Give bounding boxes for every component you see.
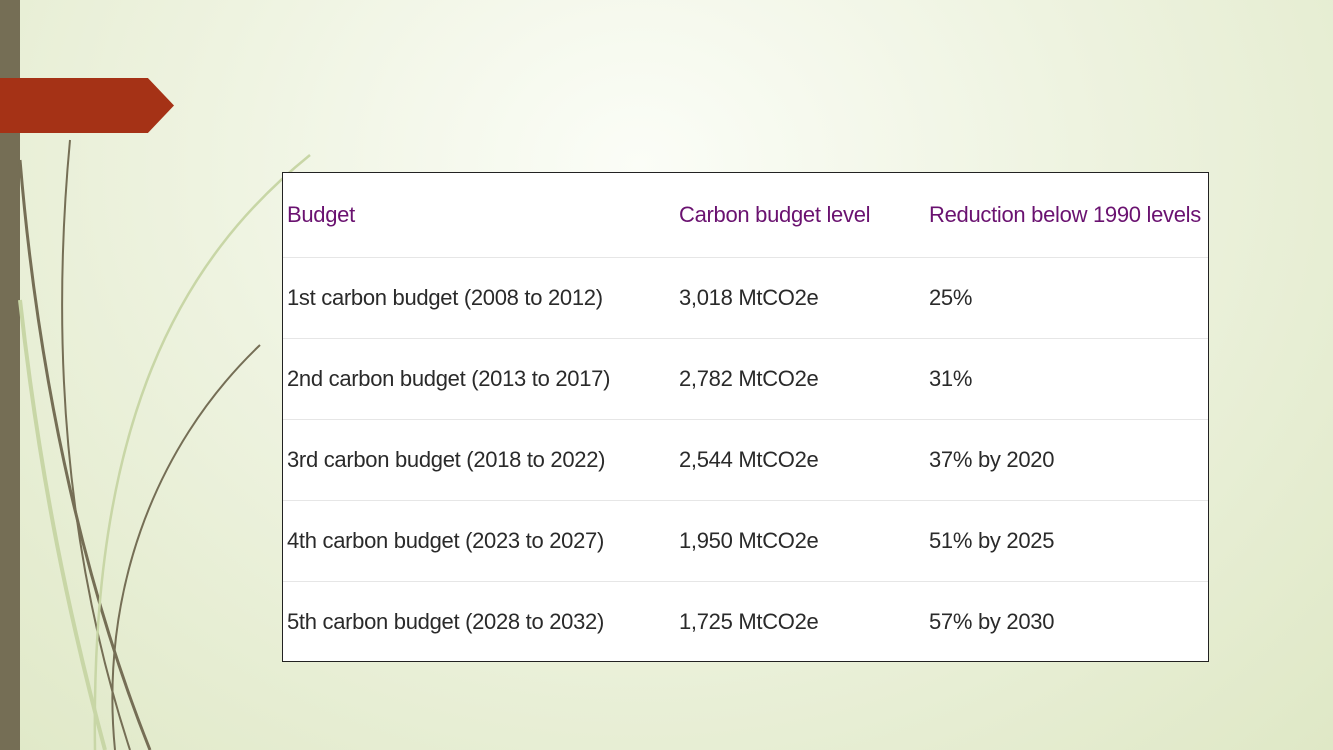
budget-cell: 1st carbon budget (2008 to 2012) bbox=[283, 257, 675, 339]
table-row: 3rd carbon budget (2018 to 2022) 2,544 M… bbox=[283, 419, 1208, 501]
level-cell: 1,950 MtCO2e bbox=[675, 500, 925, 582]
header-reduction-below-1990: Reduction below 1990 levels bbox=[929, 202, 1201, 227]
reduction-cell: 57% by 2030 bbox=[925, 581, 1208, 661]
header-budget: Budget bbox=[287, 202, 355, 227]
budget-cell: 5th carbon budget (2028 to 2032) bbox=[283, 581, 675, 661]
table-row: 5th carbon budget (2028 to 2032) 1,725 M… bbox=[283, 581, 1208, 661]
reduction-cell: 31% bbox=[925, 338, 1208, 420]
level-cell: 2,782 MtCO2e bbox=[675, 338, 925, 420]
header-carbon-budget-level: Carbon budget level bbox=[679, 202, 871, 227]
table-row: 2nd carbon budget (2013 to 2017) 2,782 M… bbox=[283, 338, 1208, 420]
reduction-cell: 37% by 2020 bbox=[925, 419, 1208, 501]
level-cell: 3,018 MtCO2e bbox=[675, 257, 925, 339]
carbon-budget-table: Budget Carbon budget level Reduction bel… bbox=[282, 172, 1209, 662]
table-header-row: Budget Carbon budget level Reduction bel… bbox=[283, 173, 1208, 258]
reduction-cell: 51% by 2025 bbox=[925, 500, 1208, 582]
title-arrow-tab bbox=[0, 78, 174, 133]
reduction-cell: 25% bbox=[925, 257, 1208, 339]
table-row: 1st carbon budget (2008 to 2012) 3,018 M… bbox=[283, 257, 1208, 339]
budget-cell: 2nd carbon budget (2013 to 2017) bbox=[283, 338, 675, 420]
budget-cell: 4th carbon budget (2023 to 2027) bbox=[283, 500, 675, 582]
level-cell: 1,725 MtCO2e bbox=[675, 581, 925, 661]
left-accent-bar bbox=[0, 0, 20, 750]
level-cell: 2,544 MtCO2e bbox=[675, 419, 925, 501]
budget-cell: 3rd carbon budget (2018 to 2022) bbox=[283, 419, 675, 501]
table-row: 4th carbon budget (2023 to 2027) 1,950 M… bbox=[283, 500, 1208, 582]
